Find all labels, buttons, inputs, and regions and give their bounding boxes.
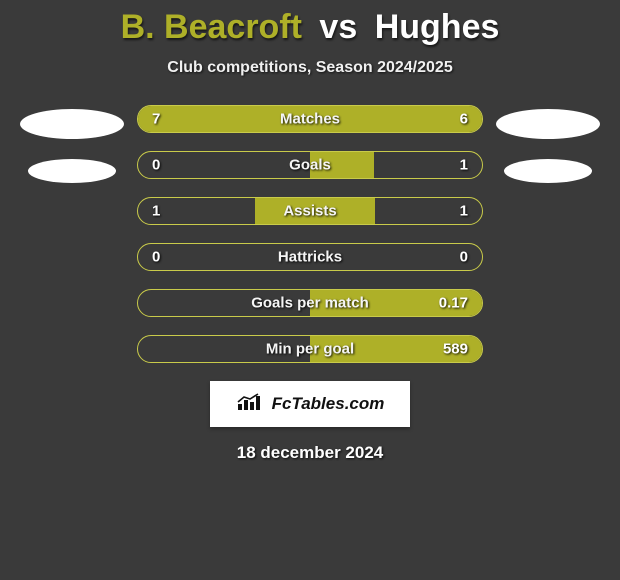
stat-bars: 7 6 Matches 0 1 Goals 1 1 Assists 0 0 Hattricks 0.17… (137, 105, 483, 363)
stat-row: 0 0 Hattricks (137, 243, 483, 271)
right-value: 6 (460, 111, 468, 128)
page-title: B. Beacroft vs Hughes (121, 8, 500, 47)
player1-name: B. Beacroft (121, 8, 302, 46)
left-avatar-column (17, 105, 127, 183)
subtitle: Club competitions, Season 2024/2025 (167, 59, 452, 77)
stat-row: 0 1 Goals (137, 151, 483, 179)
stat-label: Goals (289, 157, 331, 174)
stat-label: Hattricks (278, 249, 342, 266)
player1-avatar-large (20, 109, 124, 139)
left-value: 7 (152, 111, 160, 128)
right-value: 1 (460, 157, 468, 174)
stat-label: Min per goal (266, 341, 354, 358)
stat-row: 7 6 Matches (137, 105, 483, 133)
player2-name: Hughes (375, 8, 500, 46)
right-value: 1 (460, 203, 468, 220)
date-label: 18 december 2024 (237, 443, 384, 463)
right-value: 589 (443, 341, 468, 358)
right-avatar-column (493, 105, 603, 183)
stat-row: 0.17 Goals per match (137, 289, 483, 317)
comparison-content: 7 6 Matches 0 1 Goals 1 1 Assists 0 0 Hattricks 0.17… (0, 105, 620, 363)
stat-label: Goals per match (251, 295, 369, 312)
fctables-badge[interactable]: FcTables.com (210, 381, 410, 427)
stat-row: 589 Min per goal (137, 335, 483, 363)
fctables-label: FcTables.com (272, 394, 385, 414)
left-value: 1 (152, 203, 160, 220)
left-value: 0 (152, 249, 160, 266)
player2-avatar-small (504, 159, 592, 183)
right-value: 0 (460, 249, 468, 266)
left-value: 0 (152, 157, 160, 174)
player2-avatar-large (496, 109, 600, 139)
right-value: 0.17 (439, 295, 468, 312)
chart-icon (236, 392, 266, 417)
stat-label: Assists (283, 203, 336, 220)
vs-label: vs (319, 8, 357, 46)
stat-row: 1 1 Assists (137, 197, 483, 225)
stat-label: Matches (280, 111, 340, 128)
player1-avatar-small (28, 159, 116, 183)
